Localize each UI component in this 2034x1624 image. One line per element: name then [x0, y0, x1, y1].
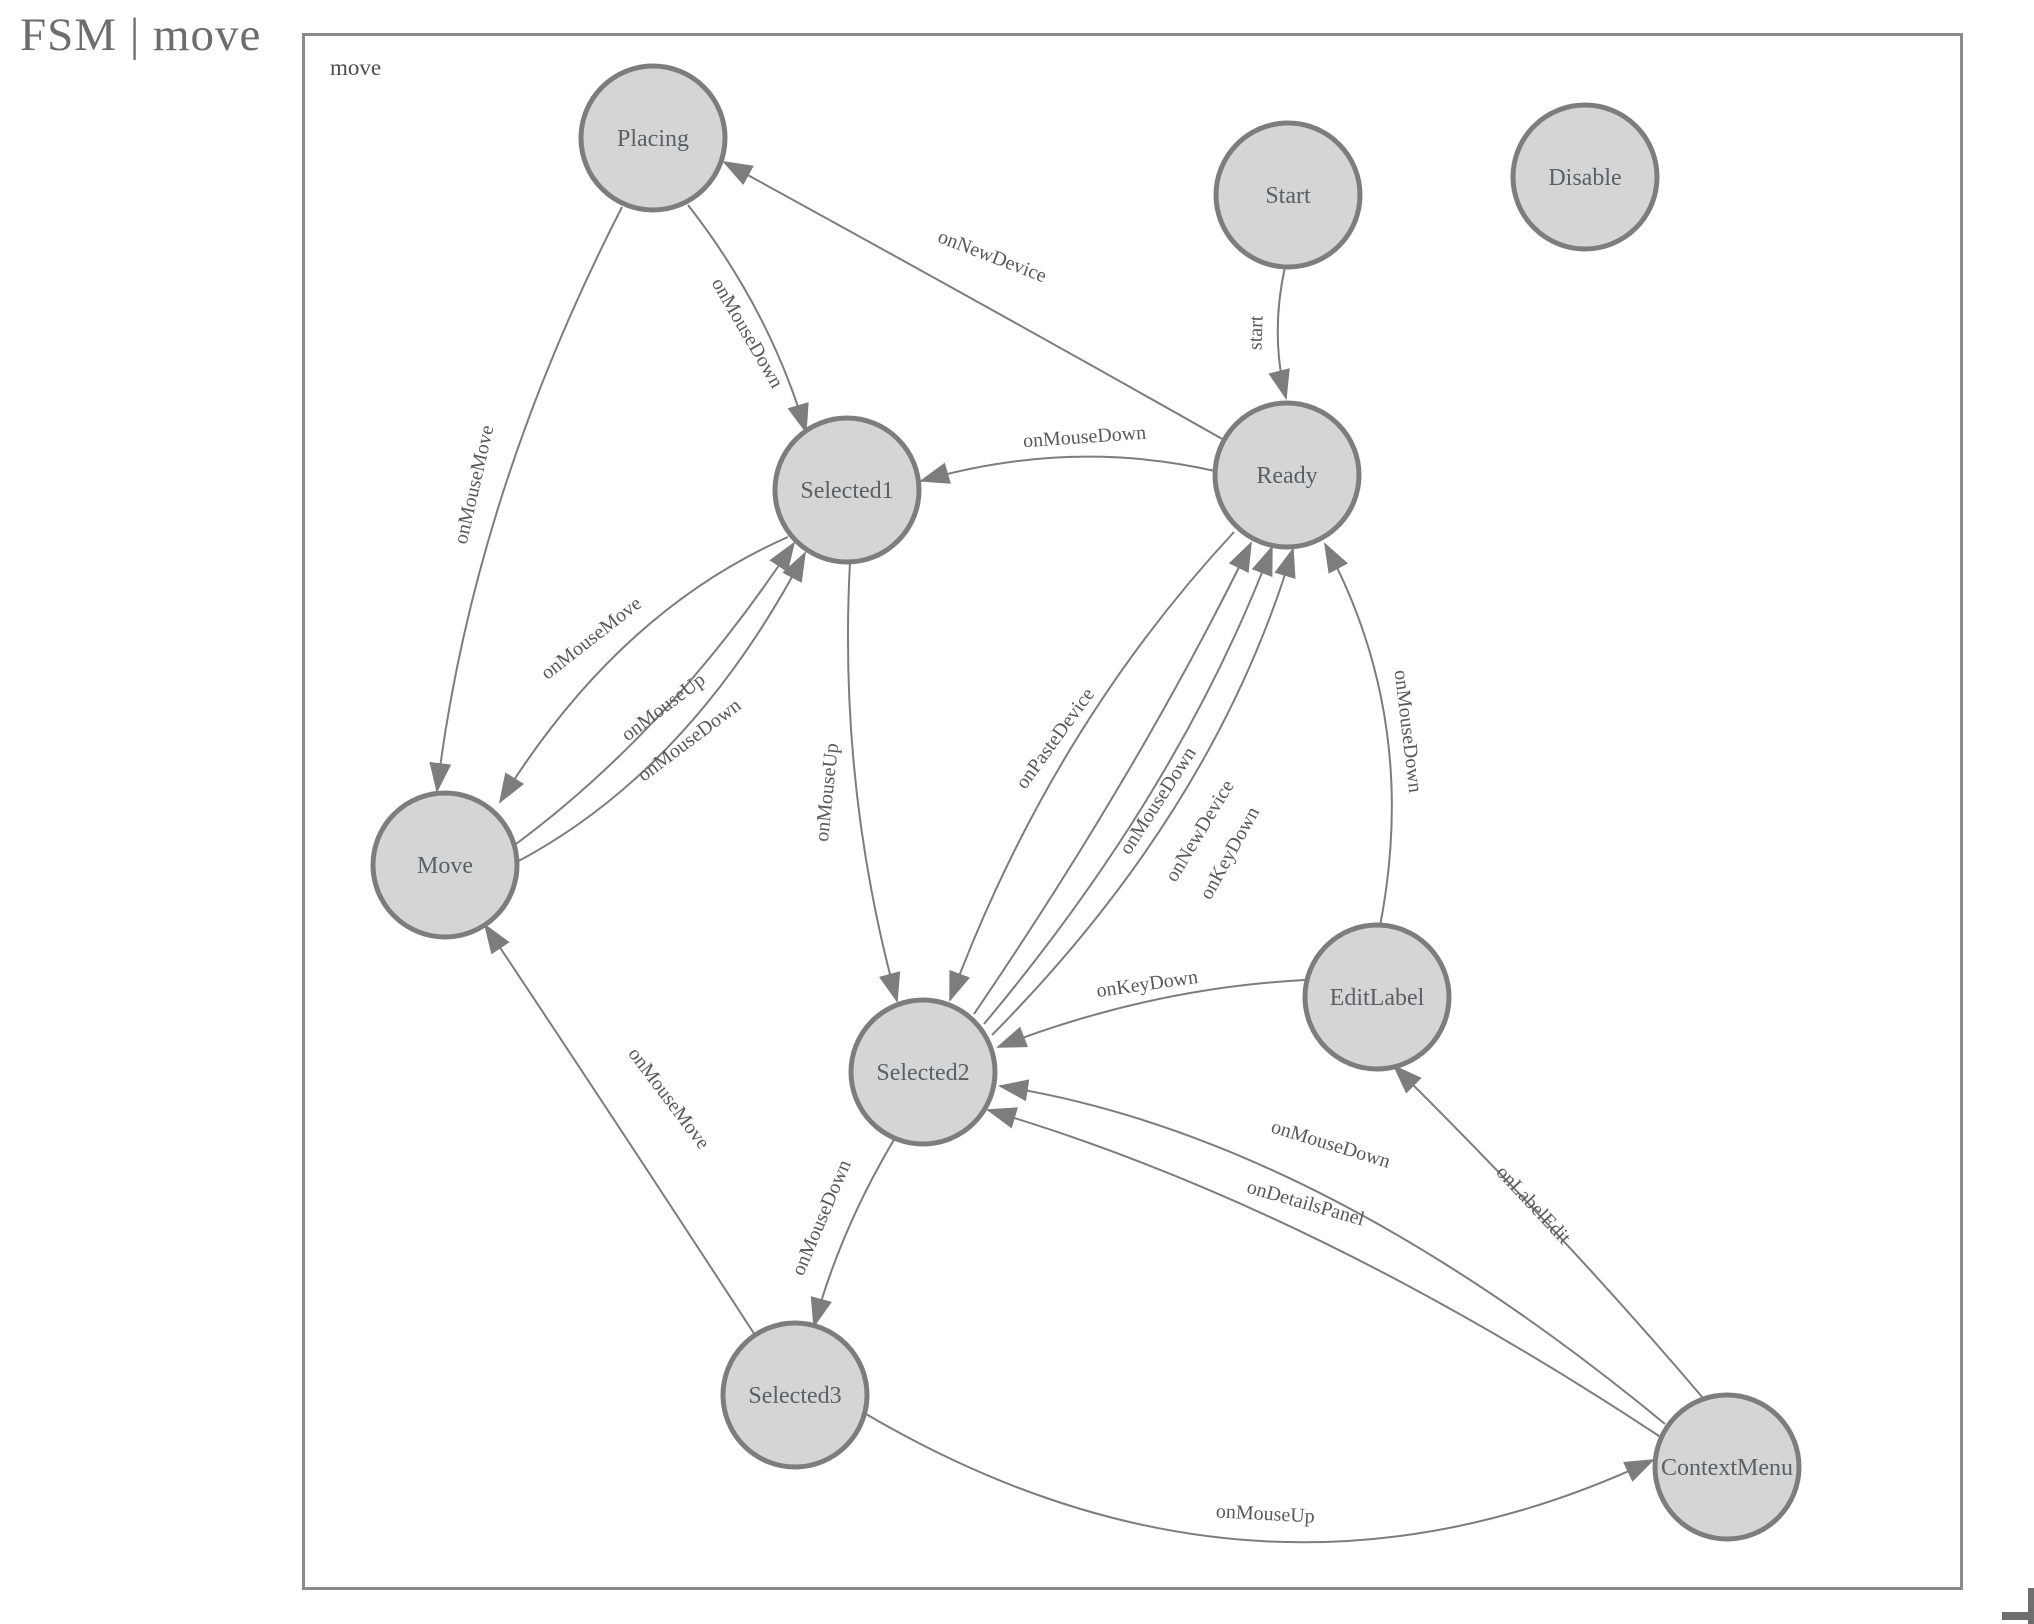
edge-selected2-ready: onKeyDown [991, 547, 1296, 1036]
state-circle[interactable] [1510, 102, 1660, 252]
transition-path [483, 923, 756, 1336]
transition-path [983, 545, 1273, 1025]
state-label: Selected1 [800, 478, 893, 504]
state-node-editlabel[interactable]: EditLabel [1302, 922, 1452, 1072]
state-label: Move [417, 853, 473, 879]
state-node-selected3[interactable]: Selected3 [720, 1320, 870, 1470]
transition-path [846, 561, 901, 1003]
edge-label: onNewDevice [935, 226, 1050, 288]
transition-path [722, 161, 1225, 441]
edge-layer: startonNewDeviceonMouseDownonMouseDownon… [429, 161, 1704, 1544]
edge-selected3-move: onMouseMove [483, 923, 756, 1336]
edge-label: onDetailsPanel [1244, 1176, 1367, 1231]
page-title: FSM | move [20, 9, 262, 61]
transition-path [973, 541, 1252, 1015]
transition-path [515, 541, 796, 845]
state-circle[interactable] [772, 415, 922, 565]
transition-path [512, 551, 806, 865]
scrollbar-vertical[interactable] [2028, 1588, 2034, 1624]
state-label: EditLabel [1330, 985, 1425, 1011]
edge-label: onMouseDown [1269, 1116, 1393, 1173]
state-node-ready[interactable]: Ready [1212, 400, 1362, 550]
edge-editlabel-ready: onMouseDown [1324, 542, 1427, 927]
edge-contextmenu-selected2: onDetailsPanel [986, 1107, 1663, 1439]
state-label: Placing [617, 126, 689, 152]
state-label: Selected3 [748, 1383, 841, 1409]
state-circle[interactable] [1302, 922, 1452, 1072]
edge-label: onMouseDown [1022, 422, 1147, 453]
edge-label: onMouseDown [1390, 669, 1427, 794]
edge-label: onMouseMove [537, 592, 646, 684]
node-layer: Placing Start Disable Ready Selected1 Move Sel… [370, 63, 1802, 1542]
edge-selected2-selected3: onMouseDown [787, 1137, 896, 1328]
edge-selected1-selected2: onMouseUp [811, 561, 901, 1003]
transition-path [1392, 1064, 1704, 1399]
edge-ready-selected1: onMouseDown [919, 422, 1216, 484]
transition-path [1324, 542, 1393, 927]
transition-path [429, 206, 623, 793]
state-circle[interactable] [1652, 1392, 1802, 1542]
edge-start-ready: start [1244, 266, 1290, 400]
state-circle[interactable] [1212, 400, 1362, 550]
edge-placing-selected1: onMouseDown [687, 204, 809, 434]
edge-label: onMouseUp [1215, 1500, 1315, 1527]
edge-label: onMouseMove [624, 1043, 715, 1153]
transition-path [919, 455, 1216, 484]
edge-move-selected1: onMouseUp [515, 541, 796, 845]
edge-contextmenu-selected2: onMouseDown [998, 1079, 1666, 1425]
state-circle[interactable] [578, 63, 728, 213]
state-label: Selected2 [876, 1060, 969, 1086]
state-circle[interactable] [370, 790, 520, 940]
transition-path [687, 204, 809, 434]
edge-label: onMouseDown [787, 1157, 855, 1279]
state-label: Start [1265, 183, 1311, 209]
transition-path [810, 1137, 896, 1328]
edge-placing-move: onMouseMove [429, 206, 623, 793]
transition-path [986, 1107, 1663, 1439]
edge-selected3-contextmenu: onMouseUp [865, 1413, 1655, 1544]
state-circle[interactable] [1213, 120, 1363, 270]
state-label: Ready [1256, 463, 1317, 489]
transition-path [996, 979, 1306, 1048]
edge-contextmenu-editlabel: onLabelEdit [1392, 1064, 1704, 1399]
transition-path [865, 1413, 1655, 1544]
scrollbar-horizontal[interactable] [2002, 1612, 2034, 1620]
edge-label: onMouseUp [811, 742, 843, 843]
edge-label: start [1244, 315, 1267, 351]
state-node-contextmenu[interactable]: ContextMenu [1652, 1392, 1802, 1542]
edge-editlabel-selected2: onKeyDown [996, 966, 1306, 1048]
state-node-move[interactable]: Move [370, 790, 520, 940]
diagram-frame [302, 33, 1963, 1590]
state-node-start[interactable]: Start [1213, 120, 1363, 270]
transition-path [498, 536, 789, 804]
state-node-placing[interactable]: Placing [578, 63, 728, 213]
state-node-disable[interactable]: Disable [1510, 102, 1660, 252]
transition-path [949, 531, 1235, 1002]
edge-label: onKeyDown [1095, 966, 1199, 1002]
transition-path [998, 1079, 1666, 1425]
state-node-selected1[interactable]: Selected1 [772, 415, 922, 565]
state-label: Disable [1548, 165, 1621, 191]
state-label: ContextMenu [1661, 1455, 1793, 1481]
state-circle[interactable] [848, 997, 998, 1147]
edge-label: onLabelEdit [1492, 1161, 1576, 1249]
state-circle[interactable] [720, 1320, 870, 1470]
diagram-frame-label: move [330, 55, 382, 80]
transition-path [1268, 266, 1290, 400]
edge-ready-placing: onNewDevice [722, 161, 1225, 441]
state-node-selected2[interactable]: Selected2 [848, 997, 998, 1147]
transition-path [991, 547, 1296, 1036]
